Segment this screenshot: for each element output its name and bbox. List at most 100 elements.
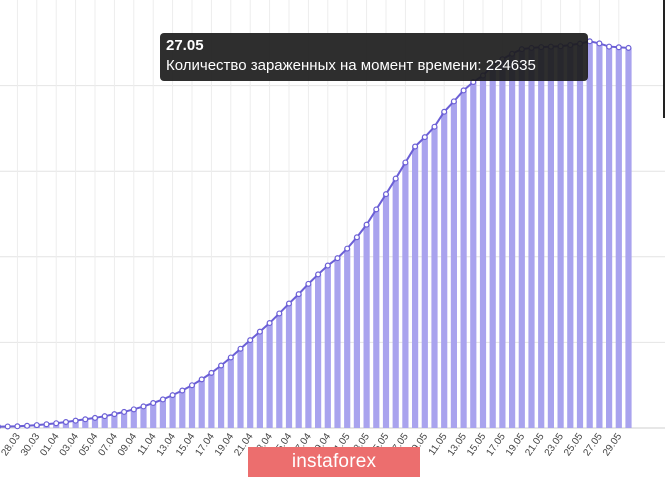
bar-05.04 (91, 417, 99, 428)
point-09.04 (130, 406, 137, 413)
bar-09.04 (130, 409, 137, 428)
tick-label-30.03: 30.03 (19, 431, 43, 458)
point-28.04 (315, 271, 322, 278)
point-16.04 (198, 376, 205, 383)
point-08.04 (121, 408, 128, 415)
point-28.05 (606, 43, 613, 50)
point-25.04 (286, 300, 293, 307)
point-13.05 (460, 87, 467, 94)
point-01.04 (53, 420, 60, 427)
bar-06.04 (101, 416, 108, 428)
tick-label-09.04: 09.04 (116, 431, 140, 458)
point-02.05 (353, 234, 360, 241)
bar-06.05 (392, 178, 399, 428)
bar-21.04 (247, 340, 254, 428)
bar-14.04 (179, 390, 186, 428)
instaforex-logo: instaforex (248, 447, 420, 477)
point-27.04 (305, 280, 312, 287)
point-29.03 (24, 422, 31, 429)
bar-11.04 (150, 403, 157, 428)
bar-03.05 (363, 224, 370, 428)
tick-label-01.04: 01.04 (38, 431, 62, 458)
bar-19.05 (518, 49, 525, 428)
bar-10.05 (431, 126, 438, 429)
point-20.04 (237, 345, 244, 352)
bar-25.05 (576, 43, 584, 428)
bar-16.04 (198, 379, 205, 428)
point-07.05 (402, 159, 409, 166)
bar-30.05 (625, 47, 632, 428)
tick-label-29.05: 29.05 (601, 431, 625, 458)
bar-27.05 (596, 43, 603, 429)
point-30.04 (334, 255, 341, 262)
bar-07.04 (111, 414, 118, 428)
point-10.05 (431, 123, 438, 130)
bar-29.05 (615, 47, 622, 429)
point-03.04 (72, 417, 79, 424)
point-14.04 (179, 387, 186, 394)
bar-15.05 (479, 75, 487, 428)
bar-02.05 (353, 237, 360, 428)
point-13.04 (169, 392, 176, 399)
bar-14.05 (470, 82, 477, 429)
tick-label-13.04: 13.04 (155, 431, 179, 458)
tick-label-27.05: 27.05 (581, 431, 605, 458)
point-23.04 (266, 320, 273, 327)
bar-16.05 (489, 65, 496, 428)
tick-label-17.05: 17.05 (484, 431, 508, 458)
tooltip-value-text: Количество зараженных на момент времени:… (166, 57, 536, 74)
point-17.04 (208, 369, 215, 376)
bar-18.05 (509, 53, 516, 428)
point-06.05 (392, 175, 399, 182)
point-11.05 (441, 108, 448, 115)
point-26.05 (586, 38, 593, 45)
tick-label-11.04: 11.04 (136, 431, 159, 458)
bar-18.04 (218, 365, 225, 428)
bar-01.05 (344, 248, 351, 428)
point-29.05 (615, 44, 622, 51)
point-19.04 (227, 354, 234, 361)
point-10.04 (140, 403, 147, 410)
bar-24.04 (276, 313, 283, 428)
bar-19.04 (227, 357, 234, 428)
point-27.03 (4, 423, 11, 430)
point-05.05 (383, 191, 390, 198)
bar-11.05 (441, 111, 448, 428)
point-07.04 (111, 411, 118, 418)
point-02.04 (62, 419, 69, 426)
point-06.04 (101, 413, 108, 420)
bar-15.04 (188, 385, 196, 428)
bar-29.04 (324, 265, 331, 428)
bar-30.04 (334, 258, 341, 428)
point-12.04 (159, 396, 166, 403)
tooltip-date: 27.05 (166, 37, 204, 54)
tick-label-19.05: 19.05 (504, 431, 528, 458)
bar-23.04 (266, 323, 273, 428)
tick-label-03.04: 03.04 (58, 431, 82, 458)
tick-label-23.05: 23.05 (543, 431, 567, 458)
point-27.05 (596, 40, 603, 47)
point-05.04 (91, 414, 98, 421)
bar-26.04 (295, 294, 302, 428)
bar-09.05 (421, 137, 428, 428)
tick-label-15.04: 15.04 (174, 431, 198, 458)
point-18.04 (218, 362, 225, 369)
bar-25.04 (285, 303, 293, 428)
bar-17.04 (208, 372, 215, 428)
point-12.05 (450, 98, 457, 105)
bar-07.05 (402, 162, 409, 428)
bar-17.05 (499, 59, 506, 428)
bars (0, 41, 632, 429)
point-26.04 (295, 291, 302, 298)
bar-20.05 (528, 47, 535, 428)
point-04.04 (82, 416, 89, 423)
logo-text: instaforex (291, 451, 377, 472)
bar-13.04 (169, 395, 176, 428)
point-09.05 (421, 134, 428, 141)
point-03.05 (363, 221, 370, 228)
tick-label-11.05: 11.05 (427, 431, 450, 458)
bar-04.04 (82, 419, 89, 428)
bar-28.05 (606, 46, 613, 428)
point-28.03 (14, 423, 21, 430)
